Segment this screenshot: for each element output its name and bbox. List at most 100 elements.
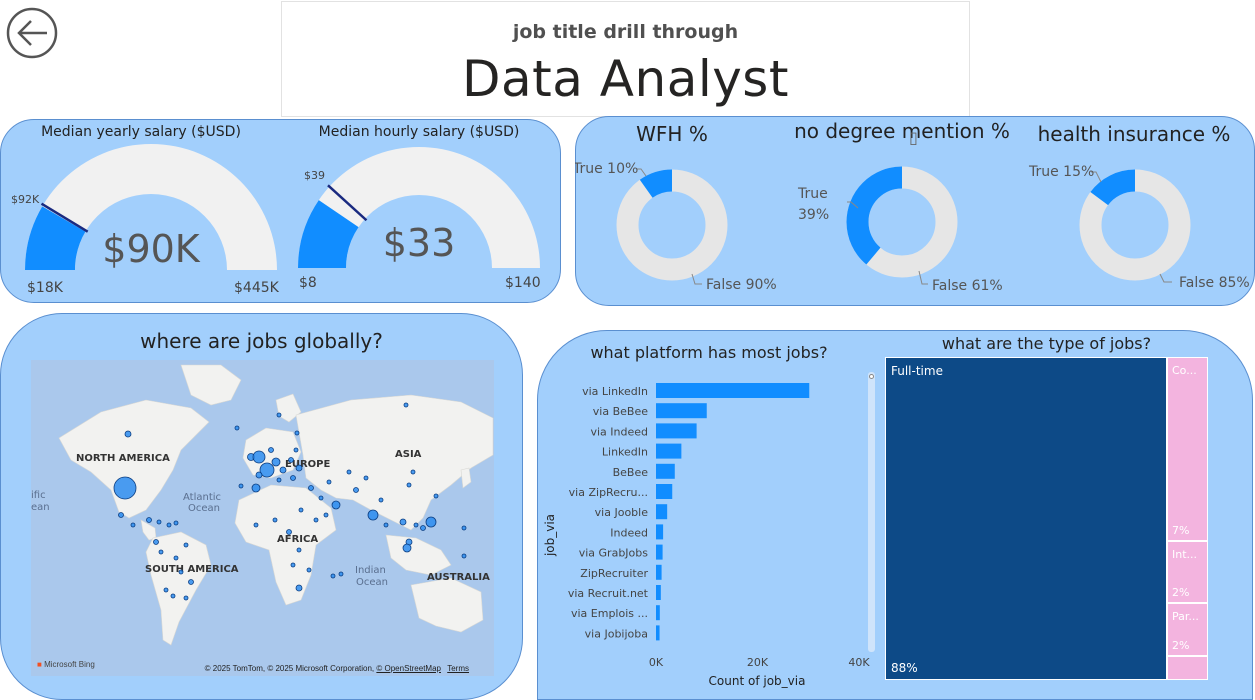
donut-wfh-true-label: True 10%: [575, 161, 638, 177]
back-button[interactable]: [6, 7, 58, 59]
svg-text:Ocean: Ocean: [188, 503, 220, 514]
map-label-south-america: SOUTH AMERICA: [145, 564, 239, 575]
map-labels: NORTH AMERICA SOUTH AMERICA EUROPE ASIA …: [76, 449, 490, 583]
bar-category-label: ZipRecruiter: [580, 567, 648, 580]
donut-wfh: True 10% False 90%: [575, 161, 777, 293]
platform-bar-chart[interactable]: what platform has most jobs? job_via Cou…: [537, 330, 877, 700]
header-card: job title drill through Data Analyst: [281, 1, 970, 117]
bar-9[interactable]: [656, 564, 662, 580]
bar-3[interactable]: [656, 443, 682, 459]
treemap-tile-internship[interactable]: Int... 2%: [1167, 541, 1208, 603]
gauge-hourly-target-line: [327, 184, 368, 222]
bing-logo: ■ Microsoft Bing: [37, 660, 95, 669]
svg-text:ific: ific: [31, 490, 46, 501]
treemap-tile-contractor[interactable]: Co... 7%: [1167, 357, 1208, 541]
map-label-europe: EUROPE: [285, 459, 330, 470]
donut-charts: WFH % no degree mention % health insuran…: [575, 119, 1250, 294]
gauge-yearly-min: $18K: [27, 280, 64, 296]
bar-4[interactable]: [656, 463, 675, 479]
donut-wfh-title: WFH %: [636, 122, 708, 146]
bar-2[interactable]: [656, 423, 697, 439]
donut-degree-false-label: False 61%: [932, 278, 1003, 294]
treemap-tile-part-time[interactable]: Par... 2%: [1167, 603, 1208, 656]
donut-degree-true-label-1: True: [797, 186, 828, 202]
bar-0[interactable]: [656, 383, 810, 398]
world-map-canvas[interactable]: NORTH AMERICA SOUTH AMERICA EUROPE ASIA …: [31, 360, 494, 676]
bar-8[interactable]: [656, 544, 663, 560]
svg-text:Indian: Indian: [355, 565, 386, 576]
gauge-yearly-max: $445K: [234, 280, 280, 296]
terms-link[interactable]: Terms: [447, 664, 469, 673]
bar-category-label: via GrabJobs: [579, 547, 649, 560]
donut-health: True 15% False 85%: [1028, 164, 1250, 291]
gauge-hourly-title: Median hourly salary ($USD): [319, 124, 520, 140]
donut-health-title: health insurance %: [1038, 122, 1231, 146]
bar-x-tick-label: 20K: [747, 656, 769, 669]
bar-6[interactable]: [656, 504, 668, 520]
bar-chart-xlabel: Count of job_via: [709, 674, 806, 688]
donut-health-false-label: False 85%: [1179, 275, 1250, 291]
job-type-treemap[interactable]: Full-time 88% Co... 7% Int... 2% Par... …: [885, 357, 1208, 680]
world-map[interactable]: NORTH AMERICA SOUTH AMERICA EUROPE ASIA …: [31, 360, 494, 676]
donut-health-true-label: True 15%: [1028, 164, 1094, 180]
svg-text:ean: ean: [31, 502, 50, 513]
bar-category-label: via Jooble: [595, 506, 649, 519]
gauge-yearly-target-line: [40, 202, 89, 233]
bar-category-label: via Recruit.net: [568, 587, 649, 600]
map-label-asia: ASIA: [395, 449, 422, 460]
map-label-australia: AUSTRALIA: [427, 572, 490, 583]
bar-category-label: Indeed: [610, 526, 648, 539]
map-label-africa: AFRICA: [277, 534, 318, 545]
map-attribution: © 2025 TomTom, © 2025 Microsoft Corporat…: [204, 664, 469, 673]
job-location-bubbles: [113, 402, 467, 601]
bar-category-label: via ZipRecru...: [569, 486, 648, 499]
gauge-hourly-target-label: $39: [304, 169, 325, 182]
bar-10[interactable]: [656, 585, 661, 600]
bar-category-label: via Jobijoba: [585, 627, 648, 640]
bar-7[interactable]: [656, 524, 664, 540]
treemap-tile-full-time[interactable]: Full-time 88%: [885, 357, 1167, 680]
bar-category-label: BeBee: [613, 466, 649, 479]
openstreetmap-link[interactable]: © OpenStreetMap: [376, 664, 441, 673]
map-label-north-america: NORTH AMERICA: [76, 453, 170, 464]
bar-chart-title: what platform has most jobs?: [590, 343, 827, 362]
bar-category-label: via Emplois ...: [571, 607, 648, 620]
gauge-hourly: $33 $8 $140 $39: [298, 146, 541, 291]
gauge-yearly-value: $90K: [102, 227, 201, 271]
bar-category-label: via Indeed: [590, 425, 648, 438]
svg-text:Atlantic: Atlantic: [183, 492, 221, 503]
donut-degree-title: no degree mention %: [794, 119, 1010, 143]
land-masses: [58, 364, 494, 646]
donut-degree: True 39% False 61% ▯: [797, 128, 1003, 294]
donut-wfh-false-label: False 90%: [706, 277, 777, 293]
bar-x-tick-label: 40K: [848, 656, 870, 669]
back-arrow-icon: [6, 7, 58, 59]
ocean-labels: Atlantic Ocean Indian Ocean ific ean: [31, 490, 388, 588]
donut-degree-true-label-2: 39%: [798, 207, 829, 223]
treemap-title: what are the type of jobs?: [941, 334, 1152, 353]
map-title: where are jobs globally?: [140, 329, 383, 353]
bar-category-label: via BeBee: [593, 405, 648, 418]
bar-chart-scrollbar[interactable]: [868, 372, 875, 652]
gauge-yearly: $90K $18K $445K $92K: [11, 144, 280, 296]
gauge-yearly-target-label: $92K: [11, 193, 40, 206]
bar-1[interactable]: [656, 403, 707, 419]
gauge-hourly-value: $33: [383, 221, 456, 265]
treemap-tile-other[interactable]: [1167, 656, 1208, 680]
bar-chart-scroll-thumb[interactable]: [869, 374, 874, 379]
salary-gauges: Median yearly salary ($USD) Median hourl…: [11, 124, 541, 296]
job-title-heading: Data Analyst: [462, 50, 789, 108]
cursor-icon: ▯: [909, 128, 918, 147]
bar-x-tick-label: 0K: [649, 656, 664, 669]
bar-11[interactable]: [656, 605, 660, 621]
bar-12[interactable]: [656, 625, 660, 641]
bar-chart-ylabel: job_via: [543, 514, 557, 557]
bar-category-label: via LinkedIn: [582, 385, 648, 398]
gauge-yearly-title: Median yearly salary ($USD): [41, 124, 241, 140]
bar-category-label: LinkedIn: [602, 446, 648, 459]
svg-text:Ocean: Ocean: [356, 577, 388, 588]
gauge-hourly-max: $140: [505, 275, 541, 291]
bar-5[interactable]: [656, 484, 673, 499]
gauge-hourly-min: $8: [299, 275, 317, 291]
drill-through-subtitle: job title drill through: [512, 21, 739, 43]
